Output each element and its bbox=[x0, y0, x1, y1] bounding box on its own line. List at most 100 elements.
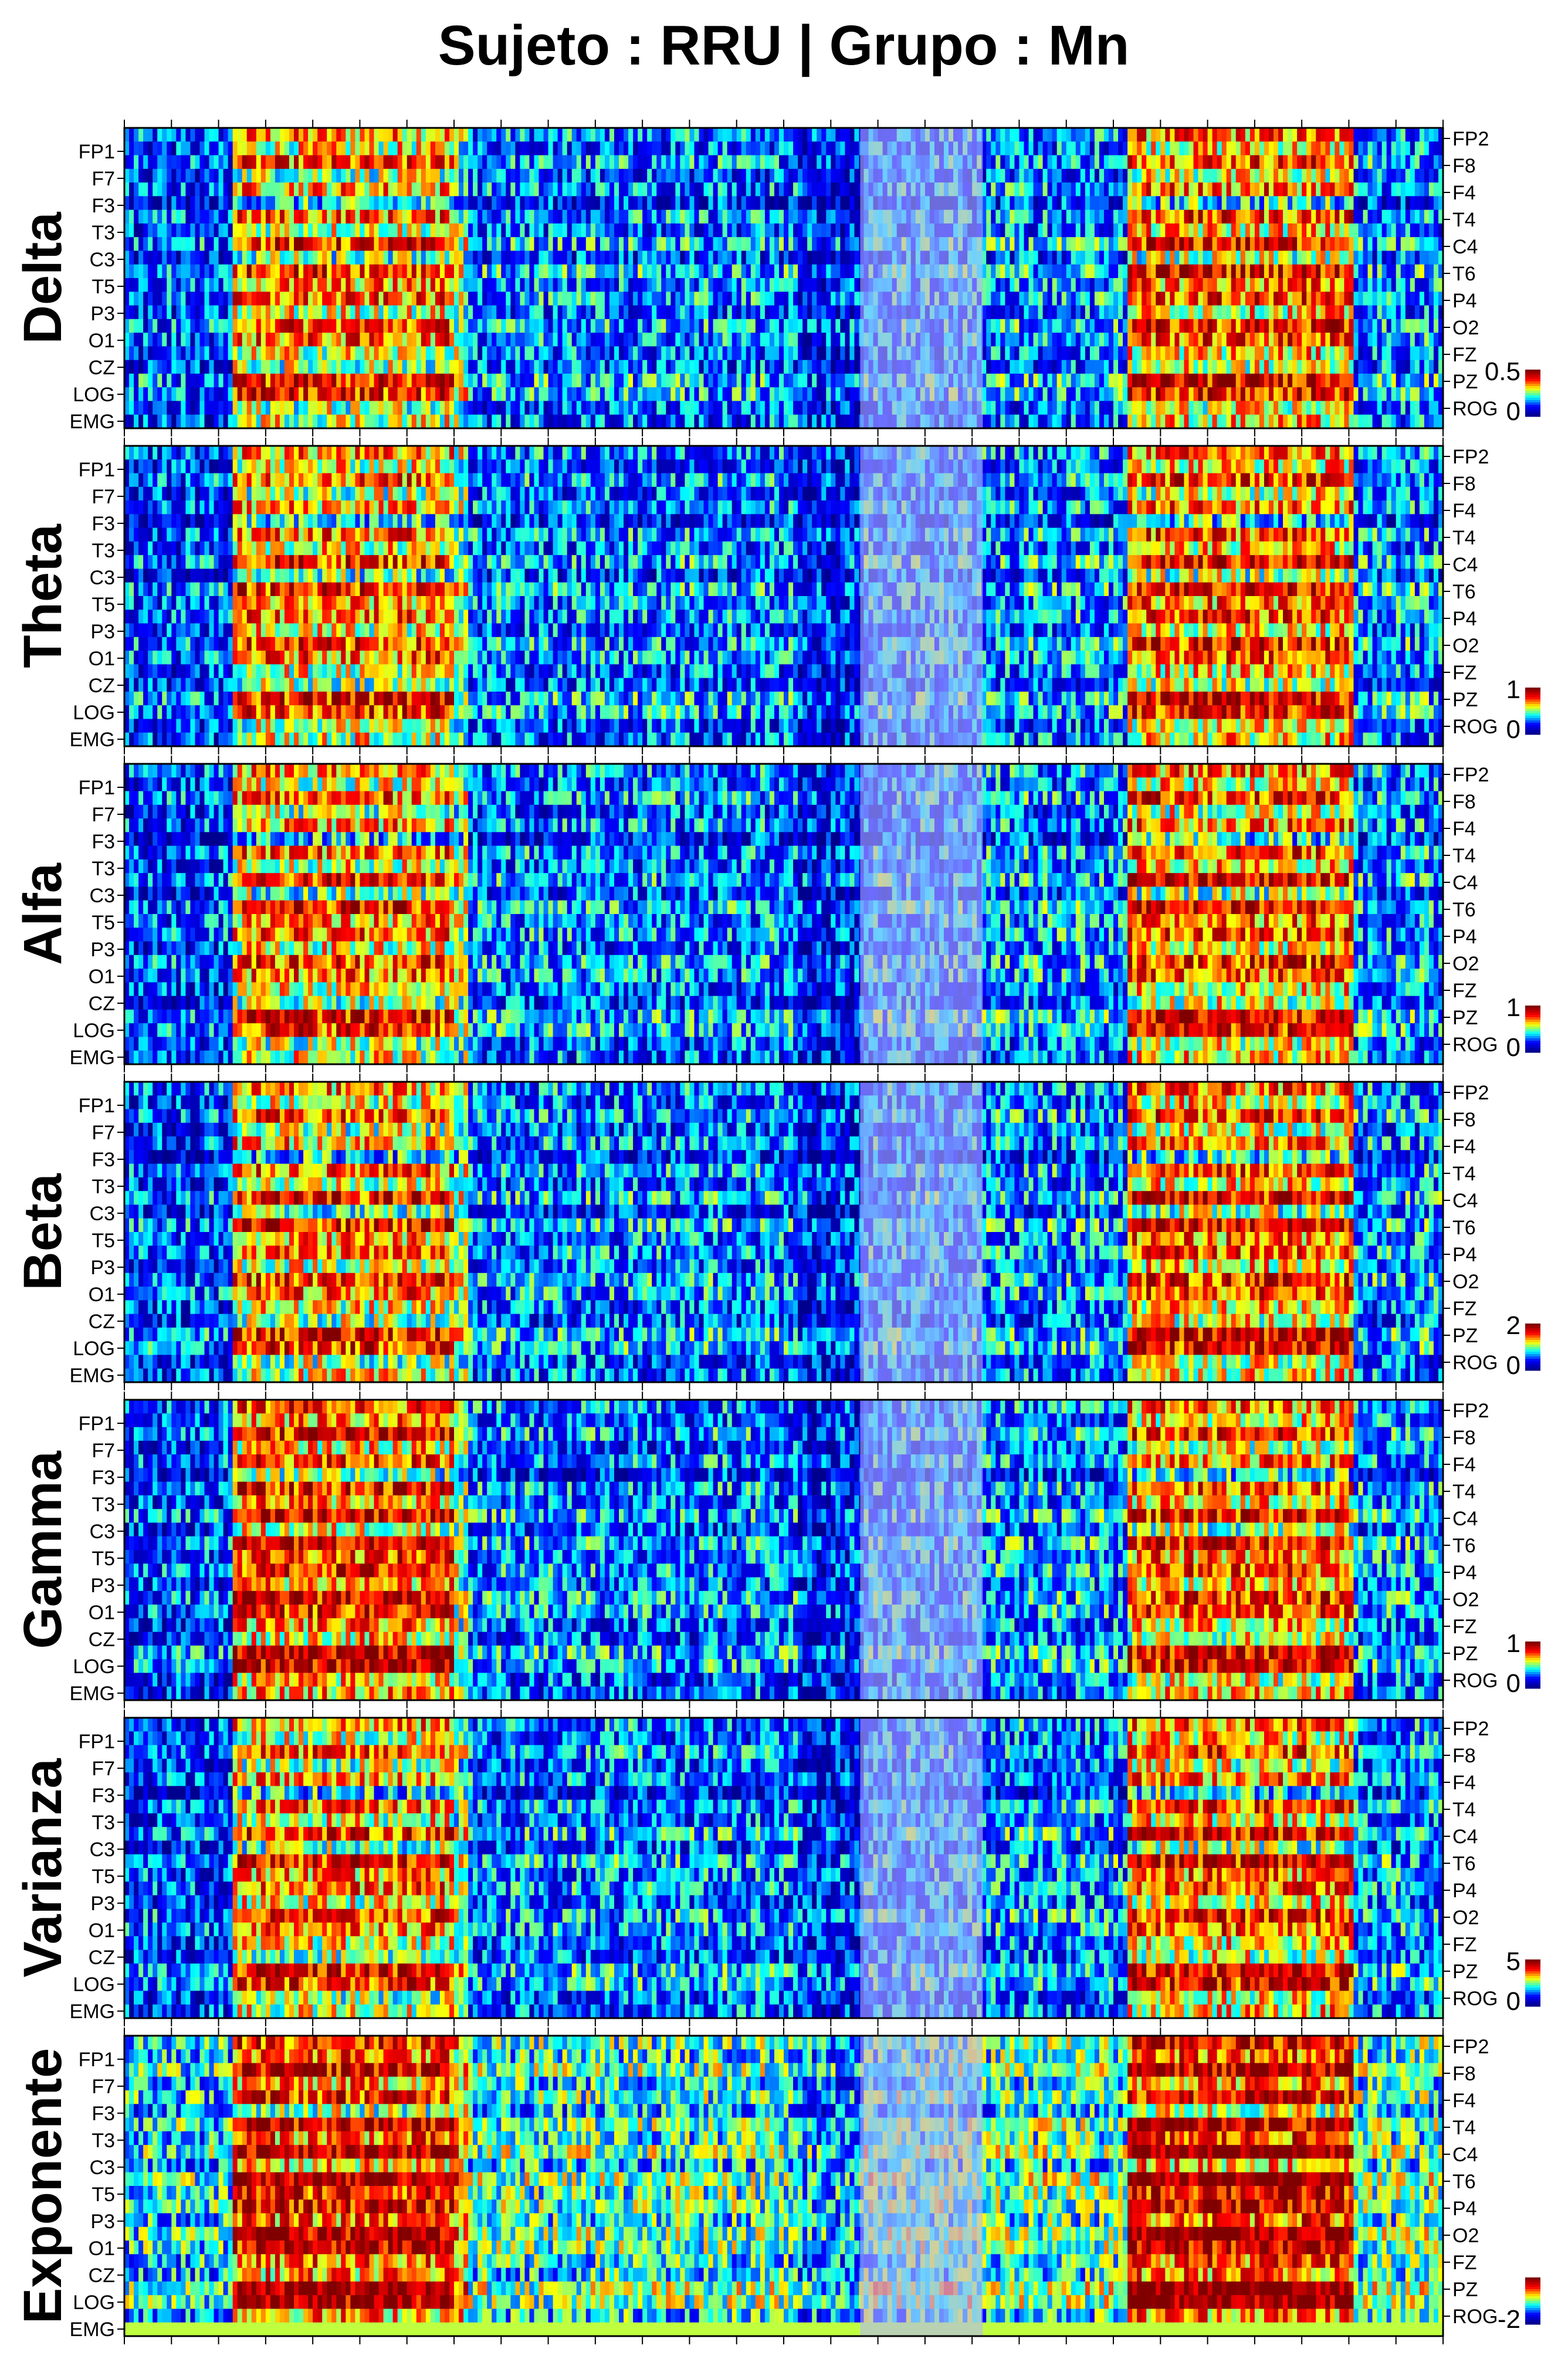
heatmap-cell bbox=[266, 265, 271, 279]
heatmap-cell bbox=[586, 128, 591, 142]
heatmap-cell bbox=[1137, 169, 1142, 183]
heatmap-cell bbox=[1118, 155, 1123, 170]
heatmap-cell bbox=[416, 182, 422, 197]
heatmap-cell bbox=[148, 292, 153, 306]
heatmap-cell bbox=[374, 141, 380, 155]
heatmap-cell bbox=[1213, 155, 1218, 170]
heatmap-cell bbox=[713, 306, 719, 320]
heatmap-cell bbox=[1174, 292, 1180, 306]
heatmap-cell bbox=[1052, 292, 1058, 306]
heatmap-cell bbox=[765, 182, 770, 197]
heatmap-cell bbox=[577, 141, 582, 155]
heatmap-cell bbox=[1193, 224, 1198, 238]
heatmap-cell bbox=[1349, 141, 1354, 155]
heatmap-cell bbox=[185, 141, 191, 155]
heatmap-cell bbox=[1005, 224, 1010, 238]
heatmap-cell bbox=[1085, 278, 1091, 292]
heatmap-cell bbox=[209, 141, 215, 155]
heatmap-cell bbox=[656, 155, 662, 170]
heatmap-cell bbox=[694, 278, 699, 292]
heatmap-cell bbox=[346, 306, 351, 320]
heatmap-cell bbox=[199, 141, 205, 155]
heatmap-cell bbox=[1297, 306, 1302, 320]
heatmap-cell bbox=[1316, 265, 1321, 279]
heatmap-cell bbox=[426, 128, 431, 142]
heatmap-cell bbox=[835, 169, 841, 183]
heatmap-cell bbox=[308, 182, 313, 197]
heatmap-cell bbox=[1052, 141, 1058, 155]
heatmap-cell bbox=[817, 128, 822, 142]
heatmap-cell bbox=[1048, 196, 1053, 210]
heatmap-cell bbox=[1062, 169, 1067, 183]
heatmap-cell bbox=[845, 169, 850, 183]
heatmap-cell bbox=[802, 210, 808, 224]
heatmap-cell bbox=[506, 169, 511, 183]
heatmap-cell bbox=[1250, 319, 1255, 333]
heatmap-cell bbox=[308, 141, 313, 155]
heatmap-cell bbox=[1420, 292, 1425, 306]
heatmap-cell bbox=[299, 333, 304, 347]
heatmap-cell bbox=[204, 224, 209, 238]
heatmap-cell bbox=[1090, 251, 1095, 265]
heatmap-cell bbox=[1137, 237, 1142, 251]
heatmap-cell bbox=[393, 141, 398, 155]
heatmap-cell bbox=[431, 278, 436, 292]
heatmap-cell bbox=[840, 182, 845, 197]
heatmap-cell bbox=[1227, 224, 1232, 238]
heatmap-cell bbox=[1043, 182, 1048, 197]
heatmap-cell bbox=[1377, 155, 1383, 170]
heatmap-cell bbox=[506, 128, 511, 142]
heatmap-cell bbox=[510, 333, 516, 347]
heatmap-cell bbox=[553, 333, 558, 347]
heatmap-cell bbox=[1353, 196, 1359, 210]
heatmap-cell bbox=[718, 224, 723, 238]
heatmap-cell bbox=[572, 237, 577, 251]
heatmap-cell bbox=[407, 182, 412, 197]
heatmap-cell bbox=[802, 169, 808, 183]
heatmap-cell bbox=[567, 196, 573, 210]
heatmap-cell bbox=[605, 319, 610, 333]
heatmap-cell bbox=[412, 224, 417, 238]
heatmap-cell bbox=[609, 196, 615, 210]
heatmap-cell bbox=[143, 306, 148, 320]
heatmap-cell bbox=[157, 182, 162, 197]
heatmap-cell bbox=[661, 237, 666, 251]
heatmap-cell bbox=[129, 306, 134, 320]
heatmap-cell bbox=[360, 278, 365, 292]
heatmap-cell bbox=[501, 292, 506, 306]
heatmap-cell bbox=[788, 278, 794, 292]
heatmap-cell bbox=[171, 182, 177, 197]
heatmap-cell bbox=[1424, 319, 1430, 333]
heatmap-cell bbox=[1043, 292, 1048, 306]
heatmap-cell bbox=[1259, 210, 1265, 224]
heatmap-cell bbox=[129, 210, 134, 224]
heatmap-cell bbox=[770, 210, 775, 224]
heatmap-cell bbox=[534, 306, 539, 320]
heatmap-cell bbox=[327, 278, 332, 292]
heatmap-cell bbox=[1264, 278, 1269, 292]
heatmap-cell bbox=[666, 278, 671, 292]
heatmap-cell bbox=[1363, 306, 1369, 320]
heatmap-cell bbox=[1052, 169, 1058, 183]
heatmap-cell bbox=[1005, 141, 1010, 155]
heatmap-cell bbox=[388, 169, 394, 183]
heatmap-cell bbox=[1420, 265, 1425, 279]
heatmap-cell bbox=[812, 278, 817, 292]
heatmap-cell bbox=[431, 224, 436, 238]
heatmap-cell bbox=[1005, 196, 1010, 210]
heatmap-cell bbox=[477, 333, 483, 347]
heatmap-cell bbox=[718, 237, 723, 251]
heatmap-cell bbox=[812, 182, 817, 197]
heatmap-cell bbox=[732, 196, 737, 210]
heatmap-cell bbox=[289, 196, 294, 210]
heatmap-cell bbox=[765, 237, 770, 251]
heatmap-cell bbox=[1137, 128, 1142, 142]
heatmap-cell bbox=[238, 278, 243, 292]
heatmap-cell bbox=[299, 210, 304, 224]
heatmap-cell bbox=[784, 292, 789, 306]
heatmap-cell bbox=[492, 306, 497, 320]
heatmap-cell bbox=[322, 196, 327, 210]
heatmap-cell bbox=[991, 169, 996, 183]
heatmap-cell bbox=[1000, 141, 1005, 155]
heatmap-cell bbox=[482, 319, 487, 333]
